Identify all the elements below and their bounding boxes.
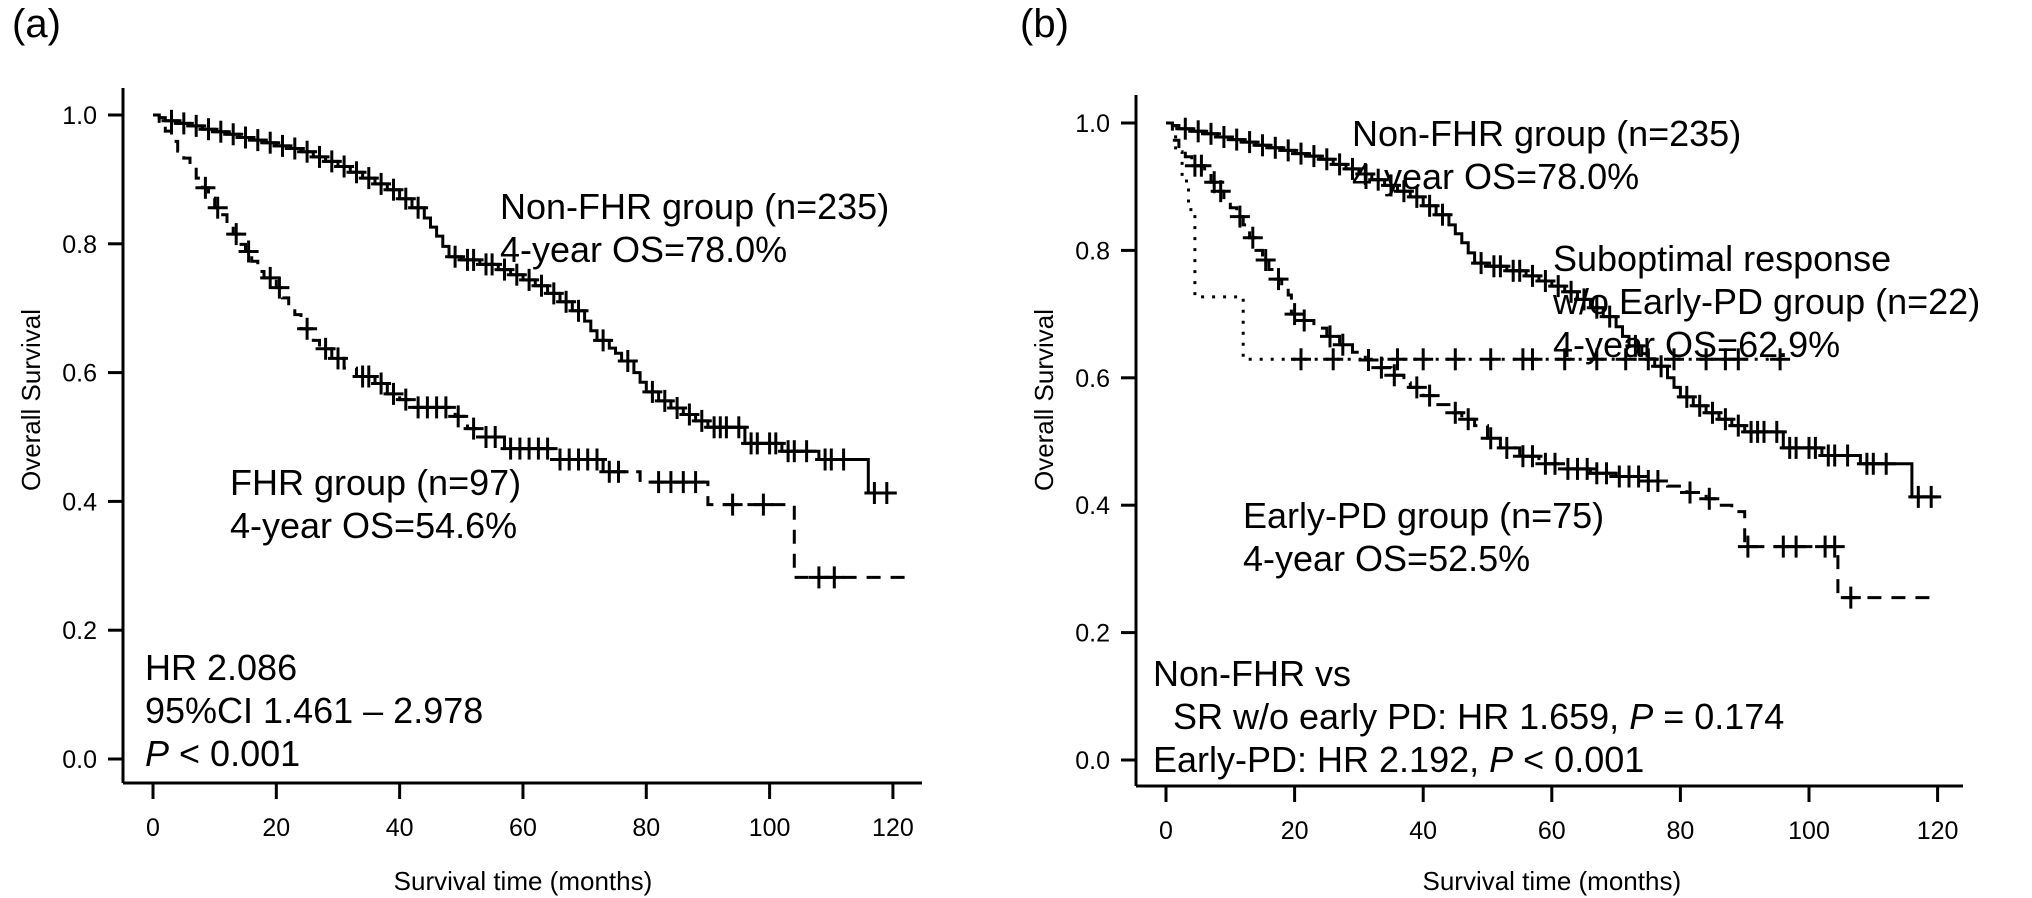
y-tick-label: 0.6	[62, 360, 97, 388]
x-tick-label: 40	[386, 814, 414, 842]
y-axis-title: Overall Survival	[16, 309, 46, 491]
x-tick-label: 60	[509, 814, 537, 842]
x-tick-label: 20	[1281, 817, 1309, 845]
x-tick-label: 20	[262, 814, 290, 842]
x-tick-label: 0	[1159, 817, 1173, 845]
panel-a-tag: (a)	[12, 2, 61, 46]
y-tick-label: 0.4	[62, 488, 97, 516]
x-tick-label: 100	[1788, 817, 1830, 845]
y-tick-label: 0.0	[1075, 747, 1110, 775]
y-axis-title: Overall Survival	[1029, 309, 1059, 491]
censor-marks-non-fhr-b	[1175, 117, 1942, 508]
y-tick-label: 0.6	[1075, 365, 1110, 393]
x-tick-label: 120	[1917, 817, 1959, 845]
y-tick-label: 0.8	[62, 231, 97, 259]
x-tick-label: 80	[632, 814, 660, 842]
panel-a: 0.0 0.2 0.4 0.6 0.8 1.0 0 20 40 60 80 100 120 Surviva…	[16, 88, 922, 896]
curve-fhr	[153, 113, 906, 579]
y-tick-label: 0.4	[1075, 492, 1110, 520]
x-tick-label: 100	[749, 814, 791, 842]
y-tick-label: 1.0	[1075, 110, 1110, 138]
panel-b-tag: (b)	[1020, 2, 1069, 46]
panel-b: 0.0 0.2 0.4 0.6 0.8 1.0 0 20 40 60 80 100 120 Surviva…	[1029, 95, 1963, 896]
censor-marks-suboptimal	[1291, 348, 1791, 371]
x-axis-title: Survival time (months)	[394, 866, 653, 896]
censor-marks-fhr	[195, 176, 845, 589]
x-tick-label: 60	[1538, 817, 1566, 845]
y-tick-label: 0.0	[62, 746, 97, 774]
censor-marks-early-pd	[1184, 154, 1861, 609]
curve-non-fhr	[153, 113, 896, 495]
y-tick-label: 0.2	[1075, 620, 1110, 648]
y-tick-label: 0.8	[1075, 237, 1110, 265]
curve-suboptimal	[1166, 121, 1784, 361]
x-tick-label: 120	[872, 814, 914, 842]
x-tick-label: 40	[1409, 817, 1437, 845]
y-tick-label: 1.0	[62, 102, 97, 130]
x-tick-label: 80	[1666, 817, 1694, 845]
x-tick-label: 0	[146, 814, 160, 842]
y-tick-label: 0.2	[62, 617, 97, 645]
censor-marks-non-fhr	[161, 109, 897, 504]
curve-non-fhr-b	[1166, 121, 1938, 499]
x-axis-title: Survival time (months)	[1422, 866, 1681, 896]
